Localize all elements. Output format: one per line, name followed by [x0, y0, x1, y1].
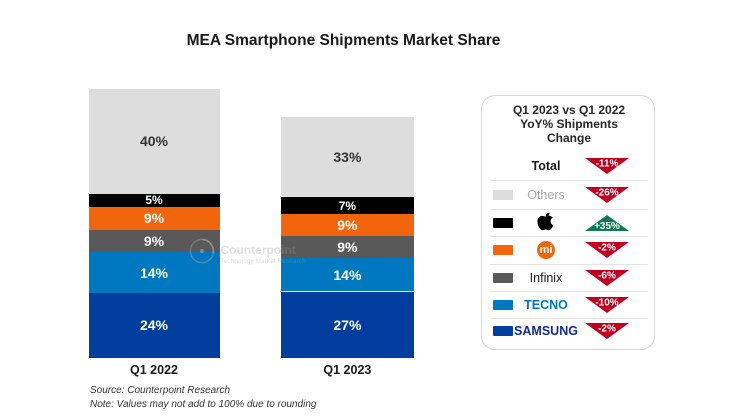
svg-text:-6%: -6% [598, 271, 616, 282]
svg-text:-11%: -11% [596, 158, 619, 169]
svg-text:-26%: -26% [595, 187, 618, 198]
svg-text:-10%: -10% [595, 297, 618, 308]
svg-text:-2%: -2% [598, 324, 616, 335]
svg-text:+35%: +35% [594, 221, 620, 232]
svg-text:-2%: -2% [598, 243, 616, 254]
